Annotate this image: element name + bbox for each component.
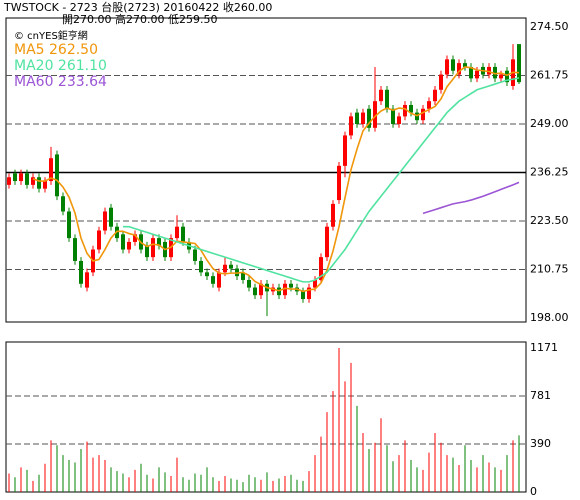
candle-body bbox=[451, 59, 455, 71]
candle-body bbox=[103, 211, 107, 231]
legend-entry: MA60 233.64 bbox=[14, 74, 107, 90]
candle-body bbox=[19, 173, 23, 182]
candle-body bbox=[37, 177, 41, 189]
candle-body bbox=[343, 135, 347, 166]
candle-body bbox=[313, 279, 317, 288]
candle-body bbox=[193, 249, 197, 261]
candle-body bbox=[31, 177, 35, 185]
candle-body bbox=[391, 108, 395, 124]
volume-tick-label: 390 bbox=[530, 437, 551, 450]
candle-body bbox=[475, 70, 479, 79]
header-line: TWSTOCK - 2723 台股(2723) 20160422 收260.00 bbox=[3, 0, 272, 14]
candle-body bbox=[439, 74, 443, 90]
candle-body bbox=[247, 279, 251, 288]
candle-body bbox=[157, 238, 161, 246]
candle-body bbox=[361, 112, 365, 124]
candle-body bbox=[253, 287, 257, 296]
candle-body bbox=[337, 165, 341, 201]
candle-body bbox=[397, 116, 401, 124]
candle-body bbox=[457, 63, 461, 75]
candle-body bbox=[73, 238, 77, 261]
candle-body bbox=[301, 291, 305, 299]
volume-tick-label: 781 bbox=[530, 389, 551, 402]
volume-tick-label: 1171 bbox=[530, 341, 558, 354]
legend-entry: MA20 261.10 bbox=[14, 58, 107, 74]
candle-body bbox=[427, 101, 431, 109]
candle-body bbox=[121, 234, 125, 250]
candle-body bbox=[85, 272, 89, 288]
candle-body bbox=[43, 181, 47, 189]
candle-body bbox=[199, 260, 203, 273]
candle-body bbox=[217, 272, 221, 288]
candle-body bbox=[49, 158, 53, 182]
candle-body bbox=[127, 241, 131, 250]
legend-entry: MA5 262.50 bbox=[14, 42, 98, 58]
candle-body bbox=[505, 70, 509, 83]
candle-body bbox=[493, 66, 497, 79]
candle-body bbox=[205, 272, 209, 277]
candle-body bbox=[463, 63, 467, 67]
candle-body bbox=[229, 264, 233, 269]
candle-body bbox=[145, 245, 149, 258]
candle-body bbox=[67, 211, 71, 239]
candle-body bbox=[349, 116, 353, 136]
candle-body bbox=[25, 173, 29, 185]
y-tick-label: 274.50 bbox=[530, 20, 569, 33]
candle-body bbox=[151, 238, 155, 258]
candle-body bbox=[13, 173, 17, 182]
y-tick-label: 210.75 bbox=[530, 263, 569, 276]
y-tick-label: 198.00 bbox=[530, 311, 569, 324]
candle-body bbox=[211, 276, 215, 284]
candle-body bbox=[367, 108, 371, 128]
y-tick-label: 223.50 bbox=[530, 214, 569, 227]
candle-body bbox=[181, 226, 185, 242]
candle-body bbox=[7, 177, 11, 185]
candle-body bbox=[355, 112, 359, 124]
volume-panel bbox=[5, 341, 527, 493]
candle-body bbox=[373, 101, 377, 128]
candle-body bbox=[325, 226, 329, 258]
candle-body bbox=[469, 66, 473, 79]
candle-body bbox=[241, 272, 245, 280]
candle-body bbox=[283, 283, 287, 296]
ma-line bbox=[32, 66, 520, 293]
candle-body bbox=[499, 74, 503, 79]
candle-body bbox=[421, 108, 425, 121]
y-tick-label: 249.00 bbox=[530, 117, 569, 130]
candle-body bbox=[175, 226, 179, 239]
volume-tick-label: 0 bbox=[530, 485, 537, 498]
y-tick-label: 236.25 bbox=[530, 166, 569, 179]
header-line: 開270.00 高270.00 低259.50 bbox=[62, 12, 217, 26]
candle-body bbox=[385, 89, 389, 109]
candle-body bbox=[223, 264, 227, 273]
candle-body bbox=[409, 104, 413, 113]
candle-body bbox=[61, 196, 65, 212]
candle-body bbox=[517, 44, 521, 83]
candle-body bbox=[79, 260, 83, 284]
candle-body bbox=[433, 89, 437, 102]
candle-body bbox=[55, 154, 59, 197]
candle-body bbox=[319, 257, 323, 280]
candle-body bbox=[97, 230, 101, 250]
candle-body bbox=[379, 89, 383, 102]
y-tick-label: 261.75 bbox=[530, 69, 569, 82]
candle-body bbox=[403, 104, 407, 117]
candle-body bbox=[133, 234, 137, 242]
ma-line bbox=[422, 181, 520, 215]
ma-line bbox=[123, 77, 520, 283]
price-panel bbox=[5, 17, 527, 323]
candle-body bbox=[259, 283, 263, 296]
candle-body bbox=[307, 287, 311, 299]
candle-body bbox=[289, 283, 293, 288]
source: © cnYES鉅亨網 bbox=[14, 29, 88, 42]
candle-body bbox=[109, 207, 113, 227]
candle-body bbox=[331, 203, 335, 227]
candle-body bbox=[445, 59, 449, 75]
